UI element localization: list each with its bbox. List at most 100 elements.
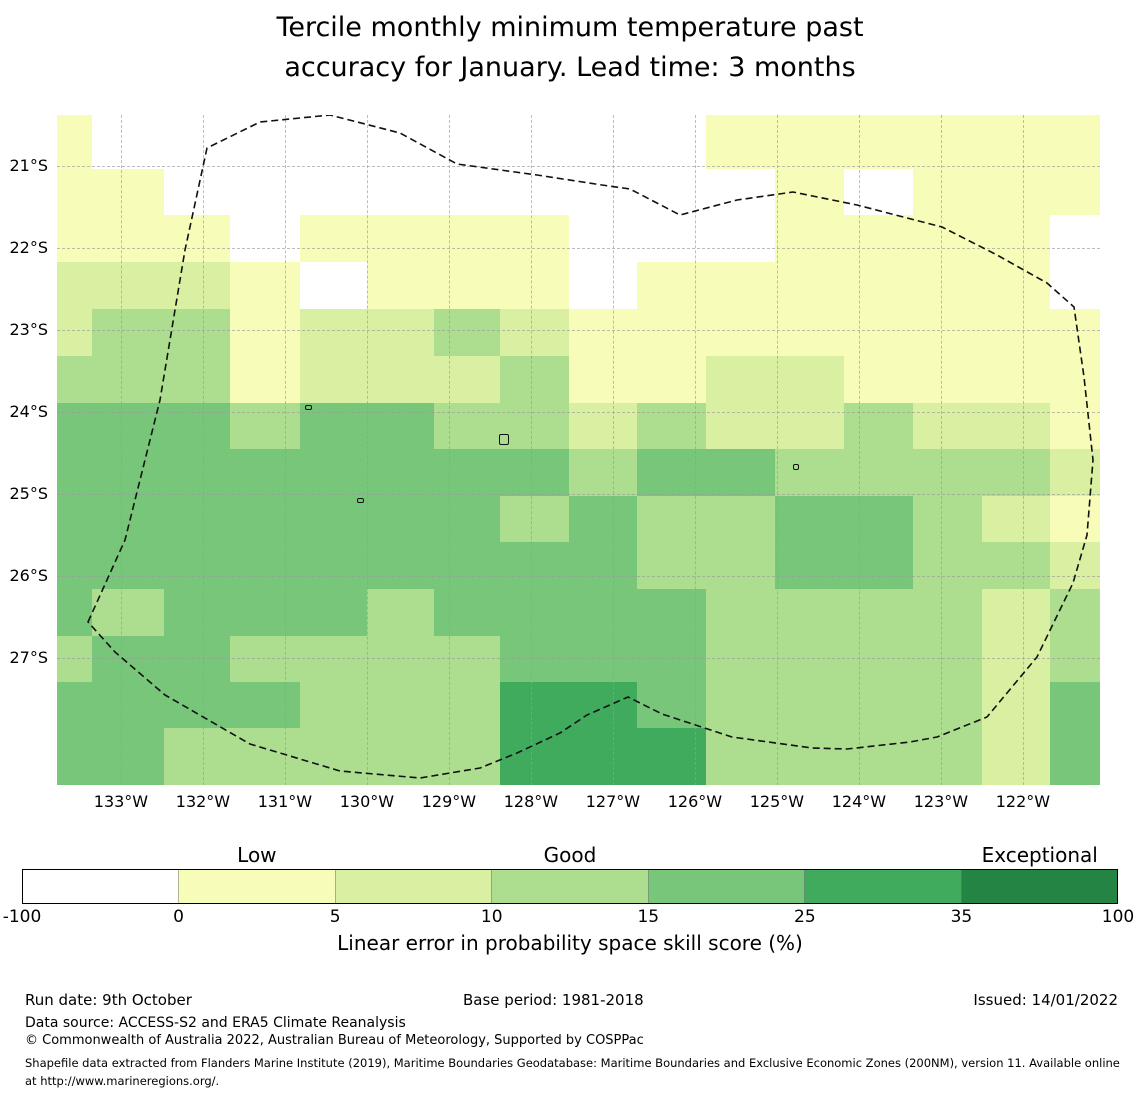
grid-cell bbox=[912, 727, 983, 786]
grid-cell bbox=[500, 115, 570, 170]
grid-cell bbox=[569, 682, 638, 729]
longitude-tick-label: 122°W bbox=[995, 792, 1051, 811]
grid-cell bbox=[982, 309, 1051, 357]
latitude-tick-label: 26°S bbox=[9, 565, 48, 585]
grid-cell bbox=[57, 355, 93, 404]
grid-cell bbox=[434, 169, 501, 216]
map-gridlines bbox=[57, 115, 1100, 785]
grid-cell bbox=[366, 496, 435, 543]
longitude-gridline bbox=[530, 115, 532, 785]
grid-cell bbox=[230, 309, 301, 357]
grid-cell bbox=[775, 115, 845, 170]
colorbar-category-low: Low bbox=[237, 843, 277, 867]
grid-cell bbox=[500, 355, 570, 404]
grid-cell bbox=[844, 309, 914, 357]
grid-cell bbox=[230, 169, 301, 216]
grid-cell bbox=[912, 635, 983, 683]
grid-cell bbox=[230, 403, 301, 450]
grid-cell bbox=[844, 261, 914, 310]
grid-cell bbox=[300, 727, 368, 786]
grid-cell bbox=[569, 589, 638, 637]
island-outline-henderson bbox=[499, 434, 510, 446]
grid-cell bbox=[57, 448, 93, 497]
grid-cell bbox=[706, 496, 776, 543]
issued-date-text: Issued: 14/01/2022 bbox=[973, 991, 1118, 1009]
grid-cell bbox=[57, 635, 93, 683]
grid-cell bbox=[912, 215, 983, 263]
grid-cell bbox=[92, 403, 165, 450]
grid-cell bbox=[844, 682, 914, 729]
grid-cell bbox=[366, 635, 435, 683]
latitude-gridline bbox=[57, 411, 1100, 413]
grid-cell bbox=[92, 448, 165, 497]
longitude-tick-label: 125°W bbox=[749, 792, 805, 811]
grid-cell bbox=[230, 261, 301, 310]
grid-cell bbox=[92, 727, 165, 786]
grid-cell bbox=[1050, 727, 1101, 786]
grid-cell bbox=[844, 355, 914, 404]
latitude-gridline bbox=[57, 657, 1100, 659]
latitude-tick-label: 24°S bbox=[9, 401, 48, 421]
latitude-tick-label: 27°S bbox=[9, 647, 48, 667]
grid-cell bbox=[366, 169, 435, 216]
grid-cell bbox=[500, 635, 570, 683]
grid-cell bbox=[706, 403, 776, 450]
grid-cell bbox=[434, 403, 501, 450]
grid-cell bbox=[300, 403, 368, 450]
grid-cell bbox=[57, 541, 93, 590]
colorbar-tick-label: 100 bbox=[1101, 907, 1135, 927]
eez-dashed-outline bbox=[87, 115, 1094, 779]
colorbar-segment bbox=[334, 870, 492, 903]
longitude-tick-label: 128°W bbox=[503, 792, 559, 811]
grid-cell bbox=[982, 169, 1051, 216]
map-plot-area bbox=[57, 115, 1101, 786]
grid-cell bbox=[434, 682, 501, 729]
shapefile-attribution-text: Shapefile data extracted from Flanders M… bbox=[25, 1056, 1120, 1088]
grid-cell bbox=[1050, 355, 1101, 404]
copyright-text: © Commonwealth of Australia 2022, Austra… bbox=[25, 1033, 644, 1048]
grid-cell bbox=[500, 496, 570, 543]
grid-cell bbox=[300, 635, 368, 683]
grid-cell bbox=[300, 215, 368, 263]
grid-cell bbox=[982, 496, 1051, 543]
grid-cell bbox=[300, 448, 368, 497]
grid-cell bbox=[982, 589, 1051, 637]
colorbar-segment bbox=[23, 870, 179, 903]
grid-cell bbox=[912, 355, 983, 404]
grid-cell bbox=[57, 496, 93, 543]
grid-cell bbox=[912, 541, 983, 590]
island-outlines bbox=[57, 115, 1100, 785]
longitude-tick-label: 131°W bbox=[257, 792, 313, 811]
grid-cell bbox=[366, 215, 435, 263]
latitude-gridline bbox=[57, 493, 1100, 495]
data-source-text: Data source: ACCESS-S2 and ERA5 Climate … bbox=[25, 1015, 406, 1031]
grid-cell bbox=[912, 496, 983, 543]
longitude-tick-label: 133°W bbox=[93, 792, 149, 811]
grid-cell bbox=[164, 727, 231, 786]
grid-cell bbox=[1050, 589, 1101, 637]
grid-cell bbox=[500, 309, 570, 357]
grid-cell bbox=[230, 448, 301, 497]
grid-cell bbox=[569, 261, 638, 310]
grid-cell bbox=[164, 635, 231, 683]
grid-cell bbox=[775, 589, 845, 637]
longitude-gridline bbox=[366, 115, 368, 785]
latitude-gridline bbox=[57, 329, 1100, 331]
grid-cell bbox=[434, 261, 501, 310]
latitude-tick-label: 23°S bbox=[9, 319, 48, 339]
grid-cell bbox=[500, 169, 570, 216]
grid-cell bbox=[982, 682, 1051, 729]
latitude-tick-label: 22°S bbox=[9, 237, 48, 257]
grid-cell bbox=[844, 115, 914, 170]
grid-cell bbox=[775, 169, 845, 216]
grid-cell bbox=[434, 589, 501, 637]
grid-cell bbox=[775, 261, 845, 310]
grid-cell bbox=[230, 355, 301, 404]
grid-cell bbox=[500, 261, 570, 310]
grid-cell bbox=[366, 261, 435, 310]
grid-cell bbox=[982, 215, 1051, 263]
grid-cell bbox=[982, 403, 1051, 450]
longitude-tick-label: 127°W bbox=[585, 792, 641, 811]
grid-cell bbox=[912, 682, 983, 729]
